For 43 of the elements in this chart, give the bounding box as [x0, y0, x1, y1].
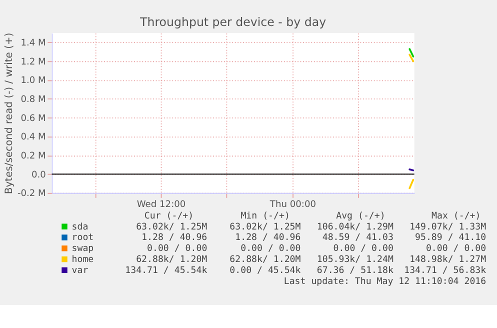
text: 48.59 / 41.03	[322, 233, 394, 244]
legend-label: swap	[72, 244, 94, 254]
x-tick-label: Thu 00:00	[268, 200, 316, 210]
text: 0.00 / 0.00	[147, 244, 208, 254]
y-tick-label: 0.6 M	[20, 114, 46, 124]
text: 134.71 / 45.54k	[125, 266, 208, 276]
text: 63.02k/ 1.25M	[230, 222, 302, 232]
text: Cur (-/+)	[144, 211, 194, 222]
text: 134.71 / 56.83k	[404, 266, 487, 276]
chart-title: Throughput per device - by day	[139, 14, 326, 29]
text: 1.28 / 40.96	[235, 233, 301, 244]
y-tick-label: 1.2 M	[20, 57, 46, 68]
y-tick-label: 1.0 M	[20, 76, 46, 86]
text: Avg (-/+)	[336, 211, 386, 222]
legend-label: var	[72, 266, 89, 276]
legend-label: home	[72, 254, 94, 265]
legend-label: sda	[72, 222, 88, 232]
text: 62.88k/ 1.20M	[230, 254, 302, 265]
text: 1.28 / 40.96	[142, 233, 208, 244]
x-tick-label: Wed 12:00	[136, 200, 186, 210]
y-tick-label: 1.4 M	[20, 38, 46, 49]
text: 0.00 / 0.00	[240, 244, 301, 254]
text: 106.04k/ 1.29M	[316, 222, 394, 232]
y-tick-label: -0.2 M	[17, 189, 46, 200]
text: 67.36 / 51.18k	[316, 266, 394, 276]
text: 148.98k/ 1.27M	[410, 254, 487, 265]
text: 62.88k/ 1.20M	[136, 254, 208, 265]
text: Max (-/+)	[432, 211, 481, 222]
y-axis-title: Bytes/second read (-) / write (+)	[4, 32, 15, 194]
y-tick-label: 0.0	[31, 170, 46, 180]
text: 63.02k/ 1.25M	[136, 222, 208, 232]
y-tick-label: 0.2 M	[20, 151, 46, 162]
text: 0.00 / 45.54k	[230, 266, 302, 276]
y-tick-label: 0.4 M	[20, 132, 46, 143]
text: 0.00 / 0.00	[426, 244, 486, 254]
text: Min (-/+)	[240, 211, 290, 222]
y-tick-label: 0.8 M	[20, 95, 46, 106]
text: 95.89 / 41.10	[415, 233, 486, 244]
text: 149.07k/ 1.33M	[410, 222, 487, 232]
legend-label: root	[72, 233, 94, 244]
text: 0.00 / 0.00	[333, 244, 394, 254]
text: Last update: Thu May 12 11:10:04 2016	[284, 276, 486, 287]
text: 105.93k/ 1.24M	[316, 254, 394, 265]
